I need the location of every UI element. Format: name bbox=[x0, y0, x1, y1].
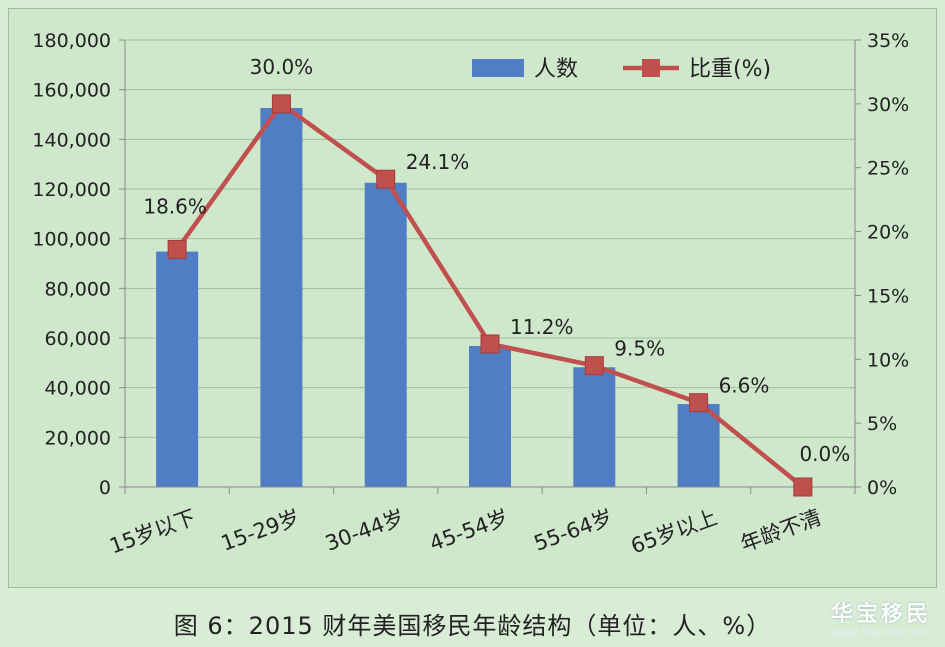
legend-swatch-marker bbox=[642, 59, 660, 77]
legend-label-bar: 人数 bbox=[534, 57, 578, 82]
line-point bbox=[271, 94, 291, 114]
data-label: 24.1% bbox=[406, 150, 470, 174]
legend-label-line: 比重(%) bbox=[689, 57, 771, 82]
bar bbox=[364, 182, 407, 487]
watermark-logo: 华宝移民 www.hbyimin.com bbox=[831, 596, 931, 638]
line-point bbox=[689, 393, 709, 413]
y-right-tick-label: 20% bbox=[867, 222, 909, 244]
line-point bbox=[376, 169, 396, 189]
data-label: 6.6% bbox=[719, 374, 770, 398]
y-left-tick-label: 60,000 bbox=[45, 328, 111, 350]
line-point bbox=[480, 334, 500, 354]
data-label: 9.5% bbox=[614, 337, 665, 361]
y-left-tick-label: 0 bbox=[99, 477, 111, 499]
bar bbox=[260, 108, 303, 487]
y-right-tick-label: 5% bbox=[867, 413, 897, 435]
data-label: 0.0% bbox=[799, 442, 850, 466]
watermark-brand: 华宝移民 bbox=[830, 601, 931, 627]
x-category-label: 年龄不清 bbox=[737, 505, 824, 556]
bar bbox=[573, 367, 616, 487]
line-point bbox=[793, 477, 813, 497]
y-right-tick-label: 25% bbox=[867, 158, 909, 180]
y-right-tick-label: 10% bbox=[867, 349, 909, 371]
x-category-label: 55-64岁 bbox=[531, 505, 616, 556]
watermark-site: www.hbyimin.com bbox=[833, 628, 931, 638]
bar-series bbox=[156, 108, 720, 487]
y-left-tick-label: 20,000 bbox=[45, 427, 111, 449]
bar bbox=[156, 251, 199, 487]
bar bbox=[677, 404, 720, 487]
x-category-label: 15岁以下 bbox=[106, 505, 199, 558]
x-category-label: 15-29岁 bbox=[218, 505, 303, 556]
x-category-label: 45-54岁 bbox=[426, 505, 511, 556]
y-right-tick-label: 35% bbox=[867, 30, 909, 52]
bar bbox=[469, 345, 511, 487]
gridlines bbox=[125, 39, 855, 438]
data-label: 30.0% bbox=[250, 55, 314, 79]
figure-caption: 图 6：2015 财年美国移民年龄结构（单位：人、%） bbox=[173, 612, 772, 640]
y-left-tick-label: 160,000 bbox=[32, 80, 111, 102]
y-left-tick-label: 180,000 bbox=[32, 30, 111, 52]
legend-swatch-bar bbox=[472, 59, 524, 77]
line-series bbox=[167, 94, 813, 497]
y-right-tick-label: 0% bbox=[867, 477, 897, 499]
y-left-tick-label: 80,000 bbox=[45, 278, 111, 300]
y-right-tick-label: 30% bbox=[867, 94, 909, 116]
y-left-tick-label: 120,000 bbox=[32, 179, 111, 201]
legend: 人数 比重(%) bbox=[472, 57, 771, 82]
line-point bbox=[167, 239, 187, 259]
y-right-tick-label: 15% bbox=[867, 285, 909, 307]
data-labels: 18.6% 30.0% 24.1% 11.2% 9.5% 6.6% 0.0% bbox=[143, 55, 850, 466]
x-category-label: 65岁以上 bbox=[628, 505, 721, 558]
data-label: 11.2% bbox=[510, 315, 574, 339]
y-left-tick-label: 140,000 bbox=[32, 129, 111, 151]
y-left-tick-label: 100,000 bbox=[32, 229, 111, 251]
y-left-tick-label: 40,000 bbox=[45, 378, 111, 400]
data-label: 18.6% bbox=[143, 194, 207, 218]
x-category-label: 30-44岁 bbox=[322, 505, 407, 556]
line-point bbox=[584, 356, 604, 376]
